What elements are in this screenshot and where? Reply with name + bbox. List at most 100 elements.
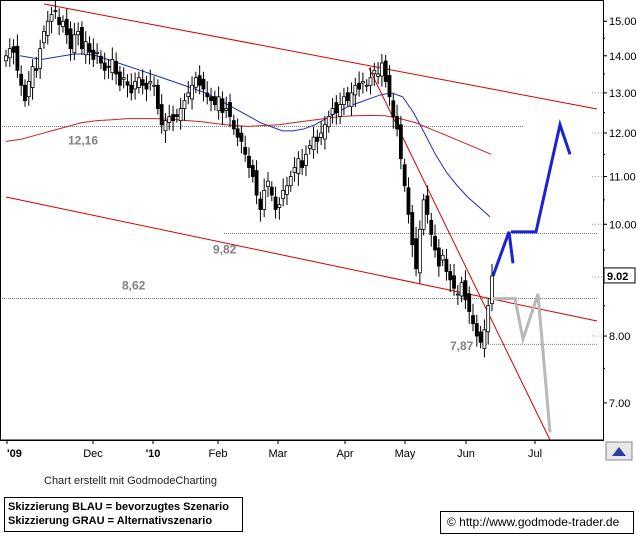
candle-body	[152, 84, 156, 87]
candle-body	[26, 81, 31, 98]
candle-body	[311, 136, 316, 151]
candle-body	[414, 238, 418, 270]
blue-scenario-line	[491, 231, 515, 277]
candle-body	[345, 92, 350, 102]
candle-body	[330, 108, 335, 115]
candle-body	[7, 48, 12, 59]
level-label: 12,16	[68, 133, 98, 147]
moving-average-line	[19, 53, 491, 218]
blue-scenario-line	[511, 119, 572, 234]
copyright-box[interactable]: © http://www.godmode-trader.de	[440, 511, 634, 534]
legend-blue-scenario: Skizzierung BLAU = bevorzugtes Szenario	[8, 501, 229, 513]
candle-body	[114, 60, 119, 75]
time-tick-label: Dec	[83, 448, 103, 460]
price-candles	[4, 0, 494, 358]
candle-body	[452, 275, 456, 289]
candle-body	[288, 176, 293, 187]
candle-body	[304, 153, 308, 166]
scroll-arrow-icon	[612, 447, 626, 456]
candle-body	[281, 190, 286, 200]
scenario-legend: Skizzierung BLAU = bevorzugtes Szenario …	[4, 497, 243, 532]
candle-body	[174, 114, 179, 117]
candle-body	[19, 73, 24, 86]
candle-body	[300, 160, 305, 168]
candle-body	[361, 81, 365, 84]
candle-body	[277, 204, 282, 208]
candle-body	[406, 187, 411, 215]
candle-body	[444, 258, 449, 272]
candle-body	[106, 65, 111, 68]
candle-body	[436, 247, 441, 267]
candle-body	[45, 20, 50, 36]
candle-body	[178, 108, 183, 121]
candle-body	[76, 30, 81, 36]
candle-body	[95, 51, 100, 54]
candle-body	[15, 45, 20, 71]
candle-body	[459, 282, 464, 297]
candle-body	[11, 46, 16, 53]
candle-body	[205, 92, 210, 98]
candle-body	[455, 293, 460, 296]
candle-body	[110, 58, 115, 74]
candle-body	[440, 254, 445, 261]
time-tick-label: '09	[7, 448, 22, 460]
candle-body	[209, 96, 213, 102]
candle-body	[171, 114, 175, 122]
candle-body	[463, 280, 468, 301]
candle-body	[323, 124, 327, 140]
axes: 15.00 14.00 13.00 12.00 11.00 10.00 8.00 7.00 9.…	[0, 0, 636, 461]
candle-body	[368, 77, 373, 86]
candle-body	[250, 165, 255, 177]
level-label: 7,87	[450, 339, 474, 353]
time-tick-label: Feb	[209, 448, 228, 460]
candle-body	[38, 48, 43, 69]
candle-body	[163, 120, 168, 132]
candle-body	[220, 98, 225, 113]
candle-body	[228, 102, 232, 117]
copyright-link[interactable]: © http://www.godmode-trader.de	[447, 515, 620, 529]
candle-body	[53, 10, 58, 13]
candle-body	[61, 20, 65, 27]
candle-body	[342, 96, 346, 105]
candle-body	[326, 116, 331, 128]
candle-body	[478, 331, 483, 343]
candle-body	[292, 167, 297, 173]
candle-body	[83, 41, 88, 56]
candle-body	[155, 84, 160, 109]
candle-body	[42, 30, 46, 44]
candle-body	[201, 78, 206, 90]
candle-body	[448, 271, 453, 281]
level-label: 9,82	[213, 242, 237, 256]
time-tick-label: Mar	[269, 448, 288, 460]
candle-body	[379, 62, 384, 77]
candle-body	[490, 275, 494, 305]
candle-body	[486, 305, 491, 333]
time-tick-label: Jun	[457, 448, 475, 460]
candle-body	[87, 43, 92, 53]
candle-body	[383, 60, 388, 82]
candle-body	[391, 100, 396, 117]
level-label: 8,62	[122, 279, 146, 293]
price-tick-label: 14.00	[609, 51, 636, 63]
candle-body	[49, 14, 54, 22]
candle-body	[398, 124, 403, 160]
candle-body	[254, 170, 259, 196]
candle-body	[307, 145, 312, 149]
trend-line	[43, 3, 598, 110]
chart-credit: Chart erstellt mit GodmodeCharting	[44, 475, 218, 487]
candle-body	[433, 236, 437, 251]
candle-body	[474, 323, 479, 337]
candle-body	[421, 199, 426, 230]
candle-body	[262, 190, 267, 210]
grey-scenario-line	[493, 293, 552, 433]
price-tick-label: 13.00	[609, 88, 636, 100]
candle-body	[231, 120, 236, 130]
candle-body	[144, 82, 149, 90]
candle-body	[30, 66, 35, 88]
candle-body	[319, 132, 324, 138]
candle-body	[197, 75, 202, 86]
candle-body	[4, 55, 8, 62]
candle-body	[34, 68, 39, 71]
